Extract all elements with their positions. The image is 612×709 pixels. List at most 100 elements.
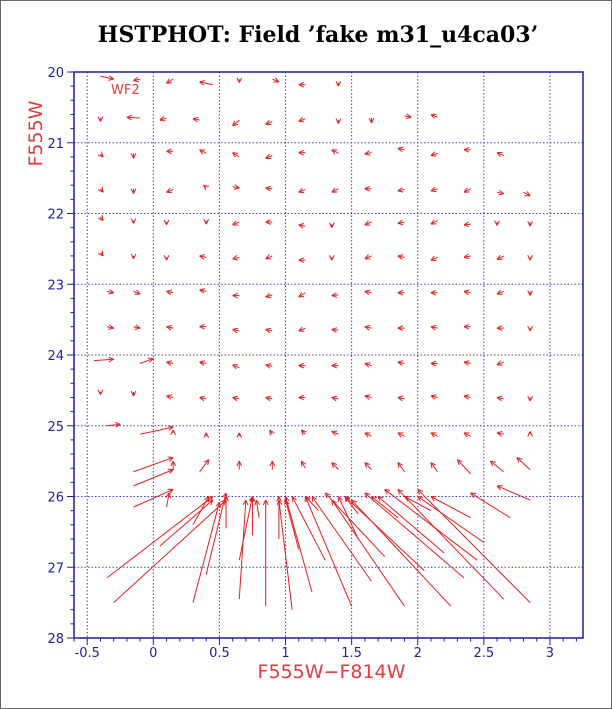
vector-arrow <box>456 459 471 475</box>
vector-arrow <box>430 113 438 119</box>
vector-arrow <box>364 432 372 438</box>
vector-arrow <box>232 255 240 261</box>
vector-arrow <box>430 151 438 157</box>
vector-arrow <box>298 187 306 194</box>
vector-arrow <box>232 364 240 370</box>
vector-arrow <box>265 185 273 192</box>
x-tick-label: 2.5 <box>474 646 495 661</box>
vector-arrow <box>397 325 405 331</box>
vector-arrow <box>203 184 210 191</box>
vector-arrow <box>463 432 471 438</box>
vector-arrow <box>130 188 137 194</box>
vector-arrow <box>130 218 137 224</box>
vector-arrow <box>199 323 207 330</box>
vector-arrow <box>133 468 174 487</box>
vector-arrow <box>203 218 210 225</box>
y-tick-label: 23 <box>47 278 64 293</box>
vector-arrow <box>133 76 141 83</box>
vector-arrow <box>331 292 339 298</box>
vector-arrow <box>331 395 339 402</box>
vector-arrow <box>494 220 500 226</box>
vector-arrow <box>331 187 339 193</box>
vector-arrow <box>106 496 214 579</box>
vector-arrow <box>265 153 273 160</box>
vector-arrow <box>97 389 104 395</box>
vector-arrow <box>166 394 174 400</box>
grid-layer <box>74 71 583 639</box>
vector-arrow <box>165 492 172 508</box>
vector-arrow <box>254 499 260 518</box>
vector-arrow <box>238 496 255 561</box>
vector-arrow <box>527 431 533 437</box>
vector-arrow <box>192 116 200 123</box>
vector-arrow <box>133 488 174 508</box>
vector-arrow <box>97 250 104 257</box>
vector-arrow <box>397 289 405 296</box>
y-tick-label: 22 <box>47 208 64 223</box>
vector-arrow <box>324 492 386 557</box>
vector-arrow <box>265 327 273 334</box>
y-tick-label: 27 <box>47 561 64 576</box>
vector-arrow <box>199 395 207 402</box>
vector-arrow <box>159 115 167 122</box>
vector-arrow <box>430 496 471 519</box>
panel-annotation: WF2 <box>111 83 140 98</box>
vector-arrow <box>300 460 307 469</box>
vector-arrow <box>430 219 438 225</box>
vector-arrow <box>262 499 269 607</box>
vector-arrow <box>100 75 114 81</box>
vector-arrow <box>276 499 293 610</box>
vector-arrow <box>139 357 154 364</box>
vector-arrow <box>192 501 221 603</box>
vector-arrow <box>232 220 240 226</box>
vector-arrow <box>269 460 276 470</box>
vector-arrow <box>232 119 240 127</box>
vector-arrow <box>139 425 174 435</box>
vector-arrow <box>351 499 452 607</box>
vector-arrow <box>417 488 531 603</box>
vector-arrow <box>265 119 273 126</box>
vector-arrow <box>463 360 471 366</box>
vector-arrow <box>397 360 405 366</box>
vector-arrow <box>133 456 174 473</box>
vector-arrow <box>397 462 405 473</box>
vector-arrow <box>331 430 339 436</box>
vector-arrow <box>331 462 339 470</box>
vector-arrow <box>527 221 533 227</box>
vector-arrow <box>496 254 504 260</box>
vector-arrow <box>496 431 504 437</box>
vector-arrow <box>496 485 531 501</box>
vector-arrow <box>203 432 210 438</box>
x-tick-label: 0 <box>149 646 157 661</box>
vector-arrow <box>463 323 471 330</box>
vector-arrow <box>331 499 405 607</box>
y-axis-title: F555W <box>25 100 47 166</box>
vector-arrow <box>232 152 240 158</box>
vector-arrow <box>430 462 438 473</box>
vector-arrow <box>371 496 399 519</box>
vector-arrow <box>298 362 306 369</box>
vector-arrow <box>159 499 214 547</box>
x-tick-label: 1.5 <box>341 646 362 661</box>
vector-arrow <box>163 255 170 261</box>
vector-arrow <box>272 77 280 83</box>
vector-arrow <box>364 220 372 226</box>
vector-arrow <box>163 219 170 226</box>
vector-arrow <box>199 80 213 86</box>
vector-arrow <box>291 496 326 561</box>
vector-arrow <box>331 149 339 155</box>
chart-title: HSTPHOT: Field ’fake m31_u4ca03’ <box>97 22 539 48</box>
vector-arrow <box>364 394 372 400</box>
vector-arrow <box>417 496 485 543</box>
vector-arrow <box>170 460 176 470</box>
y-tick-label: 25 <box>47 420 64 435</box>
vector-arrow <box>166 187 174 194</box>
vector-arrow <box>377 496 445 554</box>
vector-arrow <box>364 324 372 331</box>
vector-arrow <box>269 429 275 436</box>
vector-arrow <box>304 496 353 607</box>
y-tick-label: 21 <box>47 137 64 152</box>
vector-arrow <box>265 395 273 402</box>
vector-arrow <box>106 288 114 295</box>
